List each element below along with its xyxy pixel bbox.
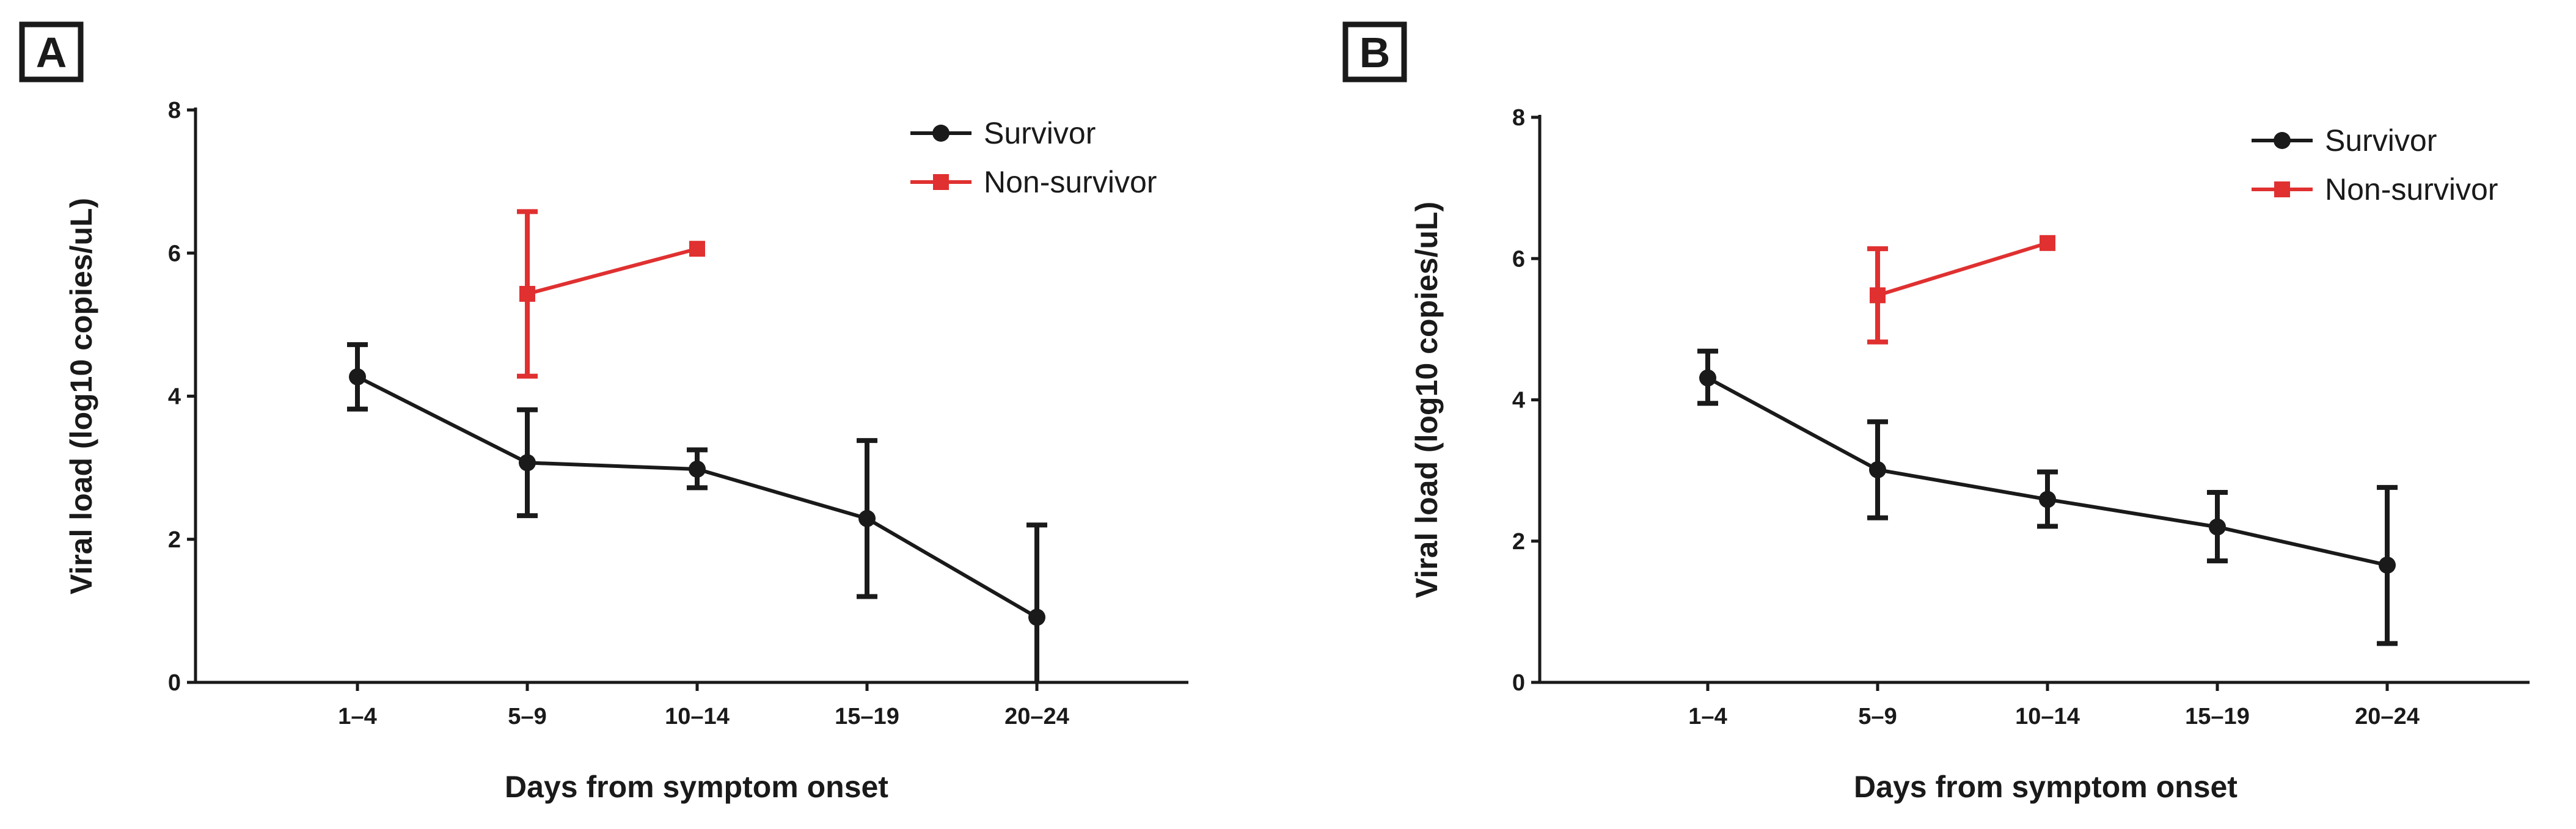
legend-marker [2274, 181, 2290, 197]
legend-label: Non-survivor [984, 165, 1157, 199]
data-point [689, 241, 705, 257]
data-point [1699, 369, 1716, 387]
y-tick-label: 4 [168, 384, 181, 410]
data-point [1028, 608, 1045, 626]
data-point [519, 286, 535, 302]
data-point [2379, 557, 2396, 574]
x-tick-label: 10–14 [665, 704, 730, 729]
data-point [689, 460, 706, 478]
series-line [356, 375, 1038, 619]
data-point [858, 509, 876, 527]
y-tick-label: 4 [1512, 388, 1525, 414]
legend-item: Survivor [2252, 123, 2437, 158]
series-line [527, 247, 698, 296]
x-axis-label: Days from symptom onset [1854, 770, 2238, 804]
y-axis-label: Viral load (log10 copies/uL) [64, 198, 98, 594]
series-survivor [347, 342, 1047, 682]
y-tick-label: 2 [168, 527, 181, 553]
x-tick-label: 5–9 [1858, 704, 1897, 729]
data-point [1870, 287, 1886, 304]
panel-label-box [19, 21, 84, 82]
panel-label: B [1359, 29, 1391, 76]
y-axis-label: Viral load (log10 copies/uL) [1410, 202, 1444, 598]
y-tick-label: 0 [1512, 670, 1525, 696]
panel-a: A 0 2 4 6 8 1–4 5–9 10–14 15–19 20–24 Days from sy… [19, 21, 1188, 804]
y-tick-label: 6 [168, 241, 181, 266]
legend-label: Survivor [984, 116, 1096, 150]
data-point [2039, 491, 2056, 508]
x-tick-label: 15–19 [2185, 704, 2250, 729]
legend-label: Non-survivor [2325, 172, 2498, 206]
x-tick-label: 5–9 [508, 704, 546, 729]
legend-label: Survivor [2325, 123, 2437, 158]
y-tick-label: 8 [168, 98, 181, 123]
x-axis-label: Days from symptom onset [505, 770, 888, 804]
legend-item: Non-survivor [910, 165, 1157, 199]
y-tick-label: 0 [168, 670, 181, 696]
data-point [1869, 461, 1886, 478]
series-non-survivor [1867, 235, 2055, 345]
series-survivor [1697, 348, 2398, 646]
panel-b: B 0 2 4 6 8 1–4 5–9 10–14 15–19 20–24 Days from sy… [1342, 21, 2530, 804]
x-tick-label: 15–19 [835, 704, 899, 729]
panel-label-box [1342, 21, 1407, 82]
x-tick-label: 10–14 [2015, 704, 2080, 729]
legend-item: Non-survivor [2252, 172, 2498, 206]
data-point [519, 454, 536, 472]
legend-marker [932, 125, 950, 142]
x-tick-label: 1–4 [1688, 704, 1727, 729]
data-point [2040, 235, 2055, 251]
legend-marker [2274, 132, 2291, 149]
y-tick-label: 2 [1512, 529, 1525, 555]
data-point [2209, 518, 2226, 536]
legend-marker [933, 174, 949, 190]
x-tick-label: 1–4 [338, 704, 376, 729]
panel-label: A [36, 29, 67, 76]
data-point [349, 368, 366, 385]
x-tick-label: 20–24 [2355, 704, 2420, 729]
series-non-survivor [517, 209, 705, 379]
series-line [1877, 241, 2048, 298]
y-tick-label: 6 [1512, 246, 1525, 272]
legend-item: Survivor [910, 116, 1096, 150]
x-tick-label: 20–24 [1004, 704, 1069, 729]
y-tick-label: 8 [1512, 105, 1525, 131]
